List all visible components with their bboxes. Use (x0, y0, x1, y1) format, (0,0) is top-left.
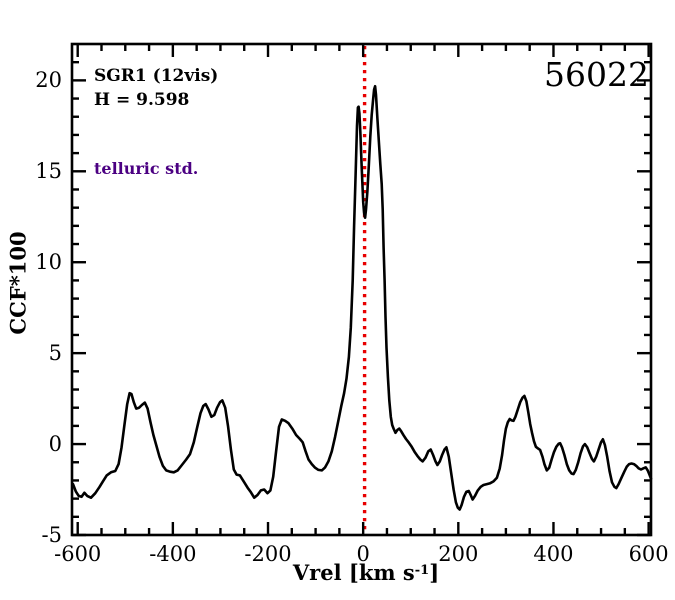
x-axis-title-text: Vrel [km s (292, 560, 415, 585)
y-tick-label: 10 (35, 250, 62, 275)
telluric-std-label: telluric std. (94, 159, 199, 178)
h-magnitude-label: H = 9.598 (94, 90, 190, 110)
ccf-curve (71, 84, 653, 511)
x-tick-label: 400 (533, 542, 574, 566)
x-axis-title: Vrel [km s-1] (293, 560, 439, 585)
y-tick-label: -5 (41, 523, 62, 547)
target-name-label: SGR1 (12vis) (94, 66, 219, 86)
y-tick-label: 20 (35, 68, 62, 93)
y-tick-label: 5 (48, 341, 62, 366)
frame-id-label: 56022 (544, 55, 649, 94)
y-tick-label: 0 (48, 432, 62, 457)
x-tick-label: 200 (438, 542, 479, 566)
x-tick-label: -400 (149, 542, 197, 566)
x-tick-label: 0 (356, 542, 370, 566)
x-axis-title-superscript: -1 (414, 563, 430, 578)
x-axis-title-bracket: ] (429, 560, 440, 585)
x-tick-label: -200 (244, 542, 292, 566)
axis-tick-marks (72, 44, 651, 537)
x-tick-label: 600 (628, 542, 669, 566)
y-axis-title: CCF*100 (5, 231, 31, 335)
plot-box-border (70, 42, 653, 537)
x-tick-label: -600 (54, 542, 102, 566)
y-tick-label: 15 (35, 159, 62, 184)
